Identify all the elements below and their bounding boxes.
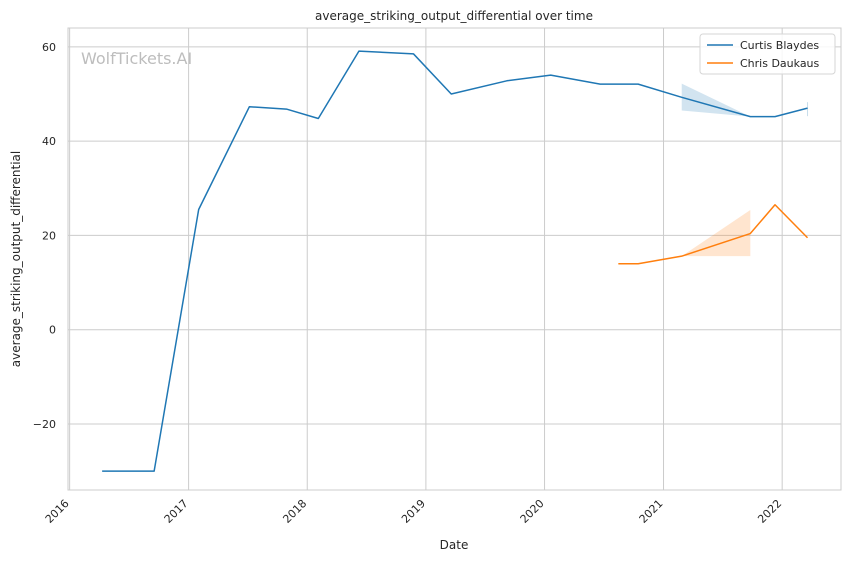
x-tick-label-2021: 2021	[637, 497, 666, 526]
legend: Curtis Blaydes Chris Daukaus	[699, 33, 836, 75]
y-tick-label-0: 0	[49, 324, 56, 337]
band-chris-daukaus	[681, 209, 751, 257]
band-curtis-blaydes	[681, 83, 751, 117]
series-line-curtis-blaydes	[102, 50, 808, 472]
chart-title: average_striking_output_differential ove…	[315, 9, 593, 23]
y-axis-label: average_striking_output_differential	[9, 151, 23, 367]
series-lines	[102, 50, 809, 472]
legend-label-curtis-blaydes: Curtis Blaydes	[740, 39, 819, 52]
x-tick-label-2018: 2018	[280, 497, 309, 526]
confidence-bands	[681, 83, 809, 257]
y-tick-label-60: 60	[42, 41, 56, 54]
x-tick-labels: 2016 2017 2018 2019 2020 2021 2022	[43, 497, 785, 526]
x-axis-label: Date	[440, 538, 469, 552]
watermark: WolfTickets.AI	[81, 49, 192, 68]
y-tick-label-40: 40	[42, 135, 56, 148]
legend-label-chris-daukaus: Chris Daukaus	[740, 57, 820, 70]
x-tick-label-2019: 2019	[399, 497, 428, 526]
x-tick-label-2016: 2016	[43, 497, 72, 526]
x-tick-label-2022: 2022	[755, 497, 784, 526]
y-tick-label-20: 20	[42, 229, 56, 242]
x-tick-label-2017: 2017	[162, 497, 191, 526]
plot-background	[68, 28, 841, 490]
y-tick-labels: −20 0 20 40 60	[33, 41, 56, 431]
series-line-chris-daukaus	[618, 204, 809, 265]
plot-frame	[67, 27, 842, 491]
x-tick-label-2020: 2020	[518, 497, 547, 526]
legend-box	[699, 33, 836, 75]
y-tick-label--20: −20	[33, 418, 56, 431]
